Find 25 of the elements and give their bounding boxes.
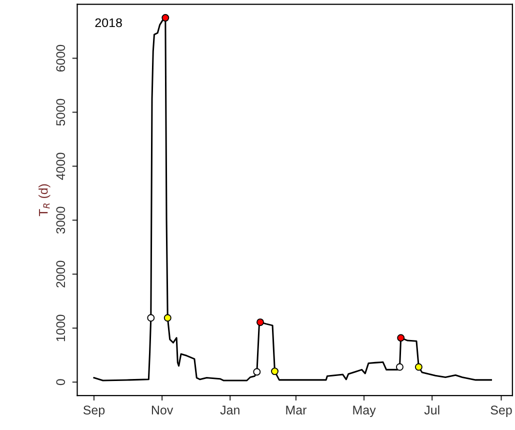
y-tick-label: 4000 xyxy=(56,152,66,180)
y-tick-label: 0 xyxy=(56,379,66,386)
point xyxy=(162,14,170,22)
point xyxy=(414,363,422,371)
y-tick-label: 2000 xyxy=(56,260,66,288)
x-tick-label: Jan xyxy=(220,406,240,415)
point xyxy=(253,368,261,376)
x-tick-label: Jul xyxy=(424,405,440,415)
x-tick-label: May xyxy=(353,406,376,417)
point xyxy=(271,368,278,376)
point xyxy=(164,314,172,322)
y-tick-label: 5000 xyxy=(56,98,66,126)
y-tick-label: 6000 xyxy=(56,44,66,72)
x-tick-label: Mar xyxy=(286,406,307,415)
point xyxy=(147,314,155,322)
annotation: 2018 xyxy=(95,18,122,28)
x-tick-label: Nov xyxy=(152,406,174,415)
point xyxy=(396,363,404,371)
y-tick-label: 1000 xyxy=(56,314,66,342)
x-tick-label: Sep xyxy=(83,406,105,417)
y-axis-title: T$_{R}$ (d) xyxy=(38,184,50,216)
point xyxy=(256,318,264,326)
x-tick-label: Sep xyxy=(490,406,512,417)
point xyxy=(397,334,405,342)
y-tick-label: 3000 xyxy=(56,206,66,234)
